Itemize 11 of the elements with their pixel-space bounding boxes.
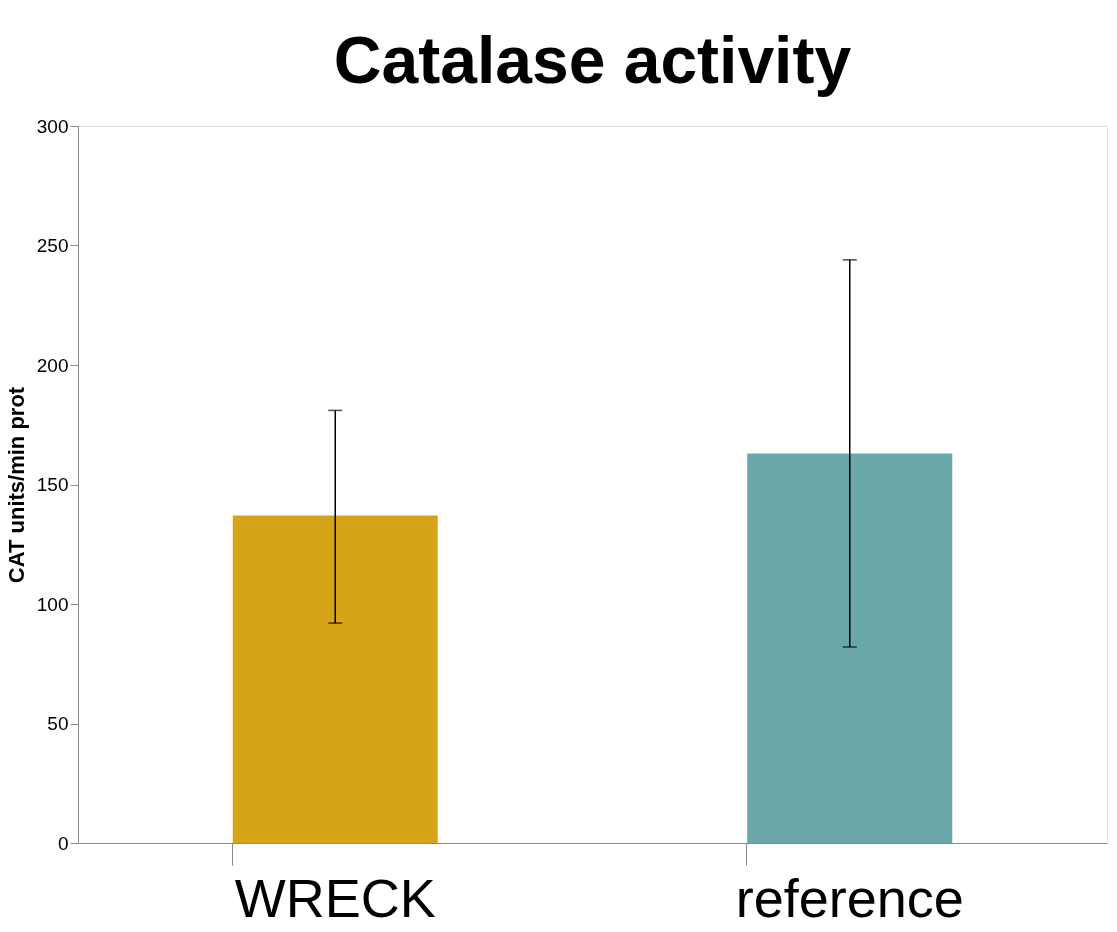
y-tick-label: 0 — [57, 832, 69, 854]
y-tick-label: 100 — [36, 593, 69, 615]
y-axis-title: CAT units/min prot — [3, 386, 29, 584]
x-tick-label: reference — [735, 867, 964, 928]
y-tick-label: 200 — [36, 354, 69, 376]
x-tick-label: WRECK — [234, 867, 436, 928]
y-tick-label: 300 — [36, 115, 69, 137]
chart-title: Catalase activity — [333, 23, 852, 97]
y-tick-label: 150 — [36, 474, 69, 495]
y-tick-label: 250 — [36, 235, 69, 256]
y-tick-label: 50 — [47, 713, 69, 734]
